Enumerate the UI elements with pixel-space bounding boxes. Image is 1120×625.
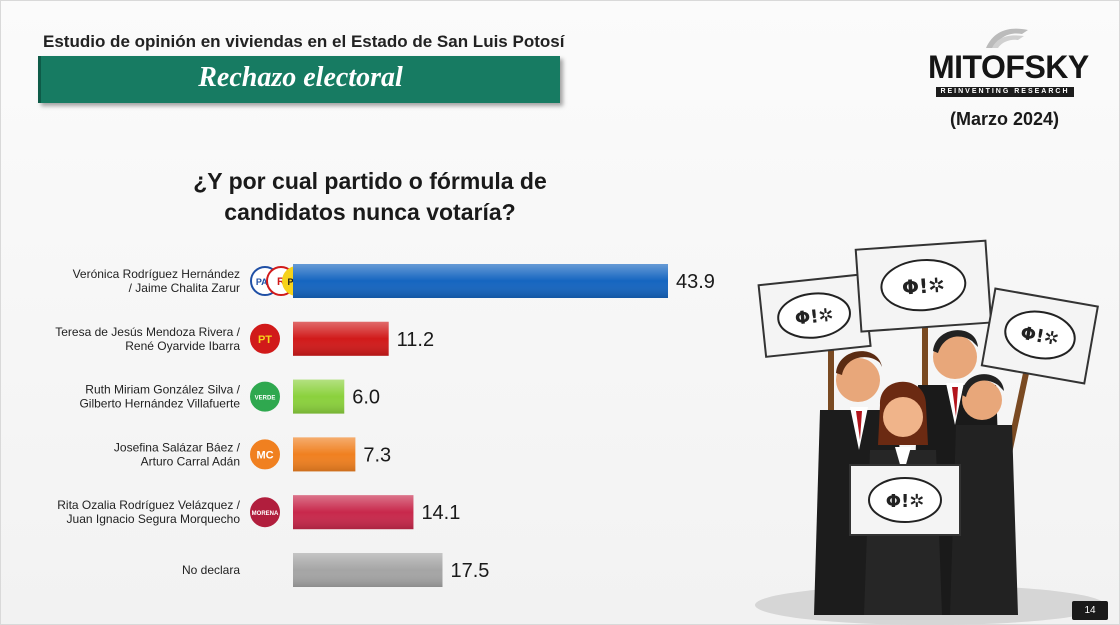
logo-tagline: REINVENTING RESEARCH [936,87,1074,97]
survey-date: (Marzo 2024) [950,109,1059,130]
value-label: 14.1 [421,502,460,524]
logo-name: MITOFSKY [928,49,1084,86]
sign-2-text: Φ!✲ [901,273,945,300]
bar-shine [293,380,344,414]
party-logo-icon: MC [251,440,279,468]
rejection-bar-chart: Verónica Rodríguez Hernández / Jaime Chal… [0,0,760,625]
logo-mark-icon [982,24,1032,52]
party-logo-icon: PT [251,325,279,353]
protest-sign-1: Φ!✲ [759,274,871,357]
bar-shine [293,495,413,529]
bar-shine [293,264,668,298]
bar-shine [293,553,442,587]
svg-text:PT: PT [258,334,272,346]
value-label: 6.0 [352,387,380,409]
value-label: 43.9 [676,271,715,293]
category-label: Teresa de Jesús Mendoza Rivera / René Oya… [55,325,240,353]
party-logo-icon: MORENA [251,498,279,526]
value-label: 11.2 [397,329,434,351]
svg-text:MC: MC [256,449,273,461]
bar-shine [293,322,389,356]
svg-text:MORENA: MORENA [252,511,279,517]
sign-4-text: Φ!✲ [886,491,925,512]
category-label: Ruth Miriam González Silva / Gilberto Her… [79,383,240,411]
bar-shine [293,437,355,471]
party-logo-icon: VERDE [251,383,279,411]
protest-illustration: Φ!✲ Φ!✲ Φ!✲ Φ!✲ [750,235,1110,625]
category-label: Verónica Rodríguez Hernández / Jaime Chal… [73,267,240,295]
mitofsky-logo: MITOFSKY REINVENTING RESEARCH [928,24,1084,100]
svg-text:VERDE: VERDE [255,396,276,402]
category-label: Josefina Salázar Báez / Arturo Carral Adá… [114,440,241,468]
value-label: 7.3 [363,444,391,466]
page-number: 14 [1072,601,1108,620]
category-label: Rita Ozalia Rodríguez Velázquez / Juan Ig… [57,498,240,526]
protest-sign-3: Φ!✲ [982,289,1098,384]
sign-1-text: Φ!✲ [794,305,835,330]
category-label: No declara [182,563,240,577]
protest-sign-4: Φ!✲ [850,465,960,535]
value-label: 17.5 [450,560,489,582]
protest-sign-2: Φ!✲ [856,241,991,332]
